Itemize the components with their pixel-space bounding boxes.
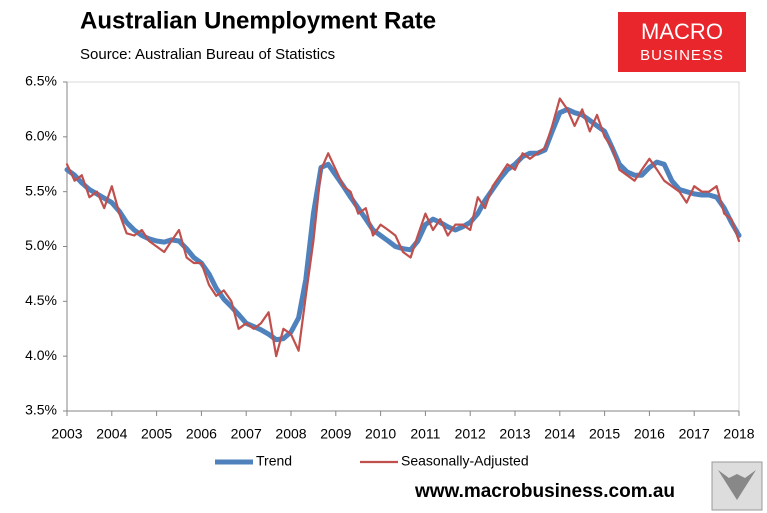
y-tick-label: 6.0% (25, 128, 57, 144)
y-tick-label: 4.5% (25, 292, 57, 308)
series-line (64, 106, 742, 343)
chart-subtitle: Source: Australian Bureau of Statistics (80, 46, 335, 63)
x-tick-label: 2005 (141, 426, 172, 442)
x-tick-label: 2003 (51, 426, 82, 442)
x-tick-label: 2018 (723, 426, 754, 442)
legend-label: Trend (256, 453, 292, 469)
x-tick-label: 2012 (455, 426, 486, 442)
logo-line2: BUSINESS (640, 47, 724, 64)
legend-label: Seasonally-Adjusted (401, 453, 529, 469)
y-tick-label: 5.5% (25, 182, 57, 198)
fox-face (718, 470, 756, 500)
y-tick-label: 5.0% (25, 237, 57, 253)
x-tick-label: 2007 (231, 426, 262, 442)
x-tick-label: 2006 (186, 426, 217, 442)
x-tick-label: 2008 (275, 426, 306, 442)
series-line (65, 97, 741, 358)
x-tick-label: 2010 (365, 426, 396, 442)
x-tick-label: 2014 (544, 426, 575, 442)
x-tick-label: 2015 (589, 426, 620, 442)
logo-box (618, 12, 746, 72)
y-tick-label: 4.0% (25, 347, 57, 363)
x-tick-label: 2011 (410, 426, 440, 442)
logo-line1: MACRO (641, 19, 723, 44)
x-tick-label: 2016 (634, 426, 665, 442)
chart-title: Australian Unemployment Rate (80, 7, 436, 34)
x-tick-label: 2009 (320, 426, 351, 442)
x-tick-label: 2004 (96, 426, 127, 442)
x-tick-label: 2013 (499, 426, 530, 442)
y-tick-label: 6.5% (25, 73, 57, 89)
y-tick-label: 3.5% (25, 402, 57, 418)
x-tick-label: 2017 (679, 426, 710, 442)
footer-url: www.macrobusiness.com.au (414, 481, 675, 502)
